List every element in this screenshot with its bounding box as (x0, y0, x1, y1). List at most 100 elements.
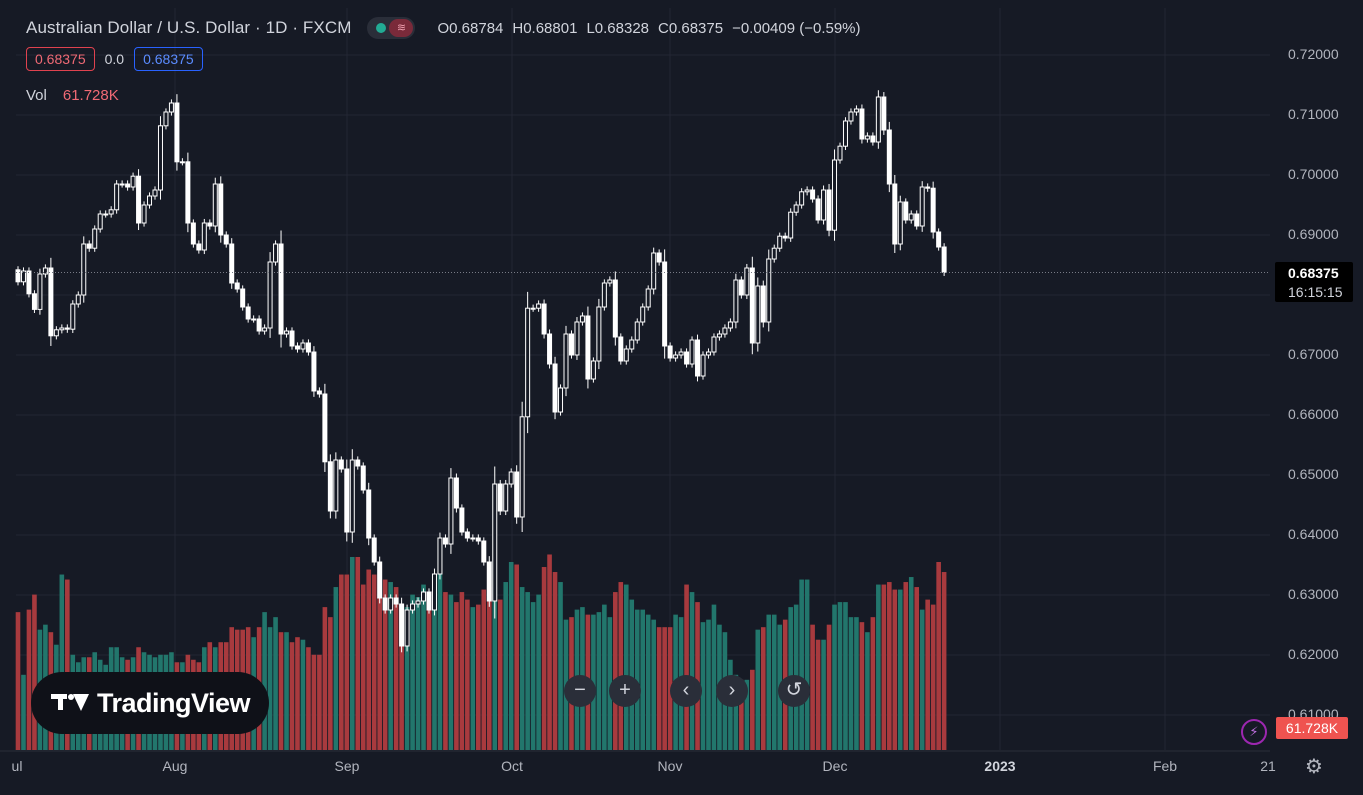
candle-body (278, 243, 284, 335)
candle-body (218, 183, 224, 236)
candle-body (31, 293, 37, 310)
volume-bar (519, 587, 525, 750)
buy-button[interactable]: 0.68375 (134, 47, 203, 71)
candle-body (552, 363, 558, 413)
candle-body (886, 129, 892, 185)
volume-bar (859, 622, 865, 750)
candle-body (705, 351, 711, 356)
candle-body (727, 321, 733, 329)
volume-bar (876, 584, 881, 750)
volume-bar (558, 582, 563, 750)
candle-body (777, 235, 783, 249)
candle-body (716, 333, 722, 338)
candle-body (810, 189, 816, 200)
time-tick-label: Oct (501, 758, 523, 774)
sell-button[interactable]: 0.68375 (26, 47, 95, 71)
candle-body (322, 393, 328, 463)
volume-bar (344, 574, 350, 750)
volume-bar (930, 604, 936, 750)
candle-body (919, 186, 925, 227)
zoom-in-button[interactable]: + (609, 675, 641, 707)
volume-bar (656, 627, 662, 750)
volume-bar (640, 609, 646, 750)
volume-bar (295, 637, 300, 750)
volume-bar (689, 592, 695, 750)
candle-body (563, 333, 569, 389)
candle-body (26, 270, 32, 295)
volume-bar (744, 679, 750, 750)
logo-text: TradingView (97, 687, 251, 718)
price-scale-bg (1270, 0, 1363, 795)
candle-body (684, 351, 690, 365)
candle-body (300, 342, 306, 350)
volume-bar (908, 577, 914, 750)
tradingview-logo[interactable]: TradingView (31, 672, 269, 734)
market-status-toggle[interactable]: ≋ (367, 17, 416, 39)
candle-body (114, 183, 120, 211)
volume-bar (755, 629, 761, 750)
candle-body (464, 531, 470, 539)
candle-body (755, 285, 761, 344)
candle-body (536, 303, 542, 309)
reset-chart-button[interactable]: ↺ (778, 675, 810, 707)
candle-body (514, 471, 520, 518)
candle-body (119, 183, 125, 186)
candle-body (903, 201, 909, 221)
volume-bar (26, 609, 32, 750)
volume-bar (349, 556, 355, 750)
candle-body (256, 318, 262, 332)
price-tick-label: 0.62000 (1288, 646, 1339, 662)
candle-body (541, 303, 547, 335)
data-flag-icon: ≋ (389, 19, 414, 37)
candle-body (333, 459, 339, 512)
candle-body (15, 269, 21, 283)
volume-bar (492, 587, 498, 750)
volume-bar (355, 556, 361, 750)
candle-body (327, 461, 333, 512)
candle-body (612, 279, 618, 338)
volume-bar (733, 674, 739, 750)
volume-bar (536, 594, 541, 750)
candle-body (185, 161, 191, 224)
volume-bar (903, 582, 909, 750)
volume-bar (865, 632, 870, 750)
volume-bar (65, 579, 70, 750)
candle-body (404, 609, 410, 647)
volume-bar (602, 604, 607, 750)
candle-body (37, 273, 43, 310)
volume-bar (388, 582, 393, 750)
volume-bar (750, 669, 755, 750)
volume-legend[interactable]: Vol 61.728K (26, 87, 119, 104)
volume-bar (366, 569, 372, 750)
volume-bar (399, 609, 404, 750)
candle-body (766, 258, 772, 323)
volume-bar (771, 614, 777, 750)
volume-bar (486, 587, 492, 750)
volume-bar (684, 584, 689, 750)
scroll-right-button[interactable]: › (716, 675, 748, 707)
candle-body (410, 603, 416, 611)
price-tick-label: 0.70000 (1288, 166, 1339, 182)
volume-bar (815, 639, 821, 750)
candle-body (294, 345, 300, 350)
candle-body (475, 537, 481, 542)
candle-body (168, 102, 174, 113)
candle-body (689, 339, 695, 365)
volume-bar (437, 569, 443, 750)
zoom-out-button[interactable]: − (564, 675, 596, 707)
candle-body (141, 204, 147, 224)
candle-body (908, 213, 914, 221)
candle-body (579, 315, 585, 323)
volume-bar (426, 594, 432, 750)
price-tick-label: 0.65000 (1288, 466, 1339, 482)
volume-bar (339, 574, 344, 750)
gear-icon[interactable]: ⚙ (1305, 756, 1323, 778)
candle-body (678, 351, 684, 356)
scroll-left-button[interactable]: ‹ (670, 675, 702, 707)
symbol-title[interactable]: Australian Dollar / U.S. Dollar · 1D · F… (26, 18, 352, 37)
volume-bar (306, 647, 311, 750)
quote-row: 0.68375 0.0 0.68375 (26, 47, 203, 71)
candle-body (749, 267, 755, 344)
lightning-icon[interactable]: ⚡ (1241, 719, 1267, 745)
candle-body (547, 333, 553, 365)
